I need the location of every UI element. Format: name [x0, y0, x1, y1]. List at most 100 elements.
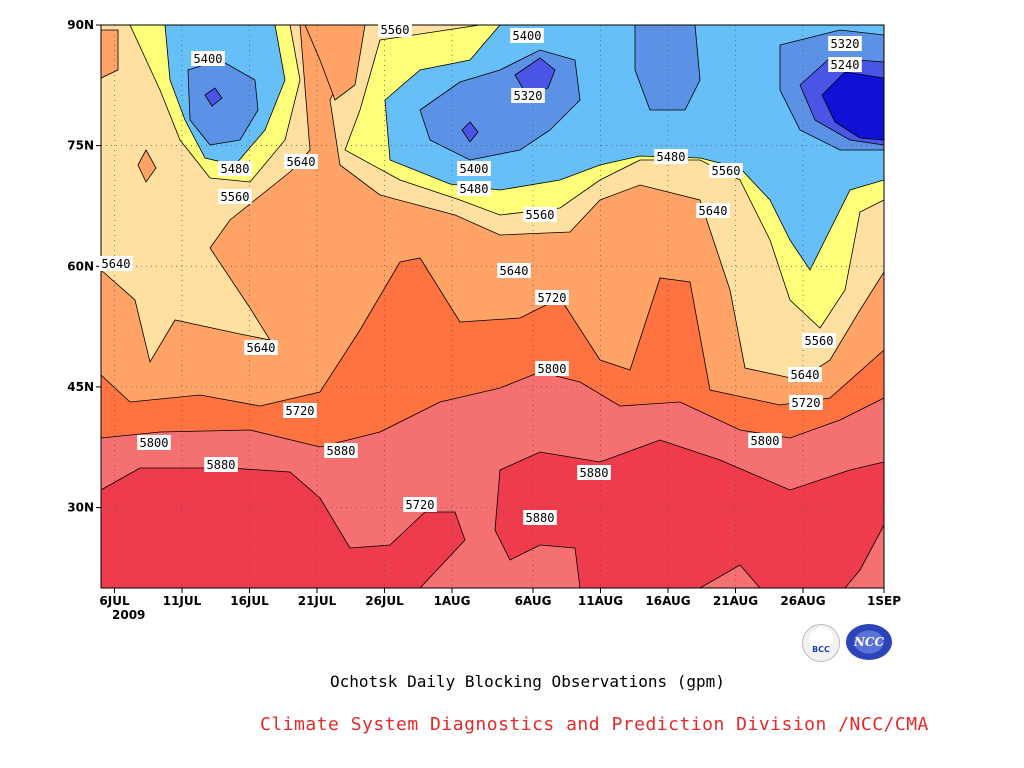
contour-label-box [535, 361, 569, 376]
plot-frame [100, 24, 885, 589]
contour-label: 5640 [696, 203, 730, 218]
contour-label: 5400 [191, 51, 225, 66]
contour-label-box [324, 443, 358, 458]
y-tick-label: 30N [67, 501, 94, 515]
contour-label: 5400 [457, 161, 491, 176]
y-tick-label: 45N [67, 380, 94, 394]
contour-label: 5640 [99, 256, 133, 271]
contour-label: 5800 [137, 435, 171, 450]
chart-title: Ochotsk Daily Blocking Observations (gpm… [330, 672, 725, 691]
x-tick-label: 21AUG [713, 594, 758, 608]
fill-5320-5400 [187, 59, 259, 146]
contour-label: 5240 [828, 57, 862, 72]
contour-label-box [283, 403, 317, 418]
fill-5640-5720 [304, 25, 366, 101]
contour-label-text: 5720 [538, 291, 567, 305]
grid [101, 25, 884, 588]
contour-label-text: 5880 [580, 466, 609, 480]
x-tick-label: 1SEP [867, 594, 901, 608]
ncc-logo: NCC [846, 624, 892, 660]
contour-label-text: 5720 [286, 404, 315, 418]
contour-label: 5640 [284, 154, 318, 169]
contour-label-text: 5640 [791, 368, 820, 382]
contour-label: 5880 [577, 465, 611, 480]
contour-label-box [511, 88, 545, 103]
fill-5320-5400 [634, 25, 701, 111]
contour-label-box [137, 435, 171, 450]
contour-label-text: 5400 [513, 29, 542, 43]
contour-label-box [654, 149, 688, 164]
fill-5640-5720 [137, 149, 157, 183]
contour-label-text: 5640 [500, 264, 529, 278]
contour-label: 5560 [218, 189, 252, 204]
contour-label-box [748, 433, 782, 448]
contour-label: 5560 [709, 163, 743, 178]
contour-label-box [244, 340, 278, 355]
contour-label-text: 5640 [247, 341, 276, 355]
contour-label-text: 5880 [207, 458, 236, 472]
contour-label-text: 5560 [381, 23, 410, 37]
contour-label: 5720 [403, 497, 437, 512]
contour-label-box [828, 57, 862, 72]
contour-label: 5720 [535, 290, 569, 305]
contour-label-box [696, 203, 730, 218]
contour-label-box [284, 154, 318, 169]
x-tick-label: 16JUL [230, 594, 269, 608]
x-tick-label: 6JUL [99, 594, 130, 608]
contour-label-text: 5640 [699, 204, 728, 218]
contour-label-text: 5320 [514, 89, 543, 103]
contour-label: 5880 [204, 457, 238, 472]
y-axis: 30N 45N 60N 75N 90N [67, 18, 101, 515]
x-tick-label: 26JUL [365, 594, 404, 608]
y-tick-label: 90N [67, 18, 94, 32]
contour-label: 5320 [511, 88, 545, 103]
contour-labels: 5400 5480 5560 5640 5640 5640 5560 5400 5320 5400… [99, 22, 862, 525]
contour-label-text: 5880 [327, 444, 356, 458]
contour-label-box [497, 263, 531, 278]
x-axis: 6JUL 11JUL 16JUL 21JUL 26JUL 1AUG 6AUG 11AUG 16A… [99, 588, 901, 608]
contour-label-text: 5480 [460, 182, 489, 196]
contour-label: 5640 [244, 340, 278, 355]
contour-label-box [709, 163, 743, 178]
credit-line: Climate System Diagnostics and Predictio… [260, 714, 929, 735]
contour-label: 5320 [828, 36, 862, 51]
contour-label-box [218, 161, 252, 176]
x-tick-label: 11AUG [578, 594, 623, 608]
contour-label-text: 5640 [287, 155, 316, 169]
contour-label-text: 5800 [538, 362, 567, 376]
contour-label-box [828, 36, 862, 51]
fill-5240-5320 [204, 87, 223, 107]
y-tick-label: 75N [67, 139, 94, 153]
contour-label-box [535, 290, 569, 305]
contour-label-text: 5400 [194, 52, 223, 66]
ncc-logo-text: NCC [853, 635, 885, 649]
contour-label-box [378, 22, 412, 37]
contour-label: 5400 [510, 28, 544, 43]
x-tick-label: 1AUG [434, 594, 471, 608]
x-tick-label: 16AUG [645, 594, 690, 608]
contour-fill [101, 25, 884, 588]
contour-label-box [577, 465, 611, 480]
x-tick-label: 6AUG [515, 594, 552, 608]
contour-label-text: 5880 [526, 511, 555, 525]
contour-label-text: 5480 [657, 150, 686, 164]
contour-label-box [802, 333, 836, 348]
contour-label-box [457, 161, 491, 176]
contour-label-box [510, 28, 544, 43]
contour-label-box [99, 256, 133, 271]
contour-label-text: 5560 [712, 164, 741, 178]
contour-label-text: 5400 [460, 162, 489, 176]
contour-label-box [204, 457, 238, 472]
contour-label-box [191, 51, 225, 66]
contour-label-text: 5800 [751, 434, 780, 448]
contour-label: 5800 [748, 433, 782, 448]
bcc-logo: BCC [802, 624, 840, 662]
contour-label-text: 5720 [792, 396, 821, 410]
y-tick-label: 60N [67, 259, 94, 273]
contour-label: 5560 [523, 207, 557, 222]
contour-label-text: 5720 [406, 498, 435, 512]
fill-5640-5720 [101, 29, 119, 79]
contour-label-box [523, 510, 557, 525]
contour-label: 5800 [535, 361, 569, 376]
